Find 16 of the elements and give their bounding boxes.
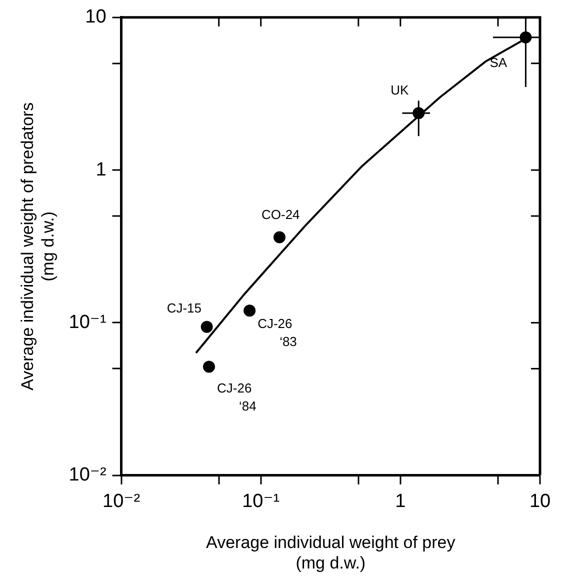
annotation: CJ-15 — [166, 300, 202, 316]
x-tick-label: 1 — [395, 491, 406, 512]
y-axis-title: Average individual weight of predators (mg d.w.) — [18, 102, 58, 390]
annotation: SA — [490, 54, 508, 70]
y-tick-label: 10⁻² — [68, 464, 106, 486]
x-tick-label: 10 — [529, 491, 551, 512]
x-tick-label: 10⁻¹ — [242, 491, 280, 512]
annotation: UK — [390, 82, 410, 98]
annotation: CJ-26 ‘83 — [258, 316, 297, 350]
y-tick-label: 10⁻¹ — [68, 312, 106, 333]
annotation: CO-24 — [262, 206, 300, 222]
y-tick-label: 1 — [96, 159, 106, 180]
x-axis-title: Average individual weight of prey (mg d.w.) — [206, 533, 456, 572]
x-tick-label: 10⁻² — [102, 491, 140, 512]
y-tick-label: 10 — [85, 6, 106, 28]
annotation: CJ-26 ‘84 — [216, 380, 256, 414]
